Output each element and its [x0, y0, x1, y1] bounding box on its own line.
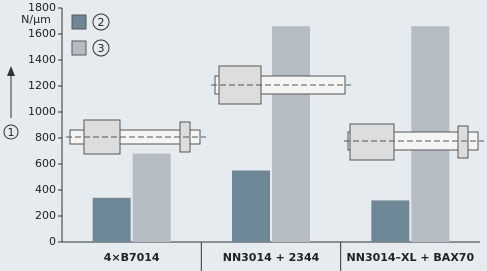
legend-swatch [71, 40, 87, 56]
legend-label: 3 [98, 42, 105, 55]
axis-arrow-head [7, 66, 15, 76]
y-tick-label: 1200 [28, 79, 56, 92]
y-tick-label: 400 [35, 183, 56, 196]
unit-label: N/µm [21, 13, 51, 26]
x-tick-label: 4×B7014 [104, 251, 160, 264]
bearing-illustrations [66, 65, 484, 161]
y-tick-label: 200 [35, 209, 56, 222]
bearing-drawing [344, 123, 484, 161]
bearing-drawing [66, 119, 206, 155]
bar [272, 26, 310, 243]
bar [232, 170, 270, 242]
y-tick-label: 800 [35, 131, 56, 144]
bar [132, 153, 171, 242]
axis-label-circle [3, 124, 19, 140]
legend-swatch [71, 14, 87, 30]
legend-circle [92, 13, 110, 31]
y-tick-label: 0 [49, 235, 56, 248]
y-tick-label: 600 [35, 157, 56, 170]
x-tick-label: NN3014–XL + BAX70 [347, 251, 475, 264]
y-tick-label: 1800 [28, 1, 56, 14]
bar [371, 200, 410, 242]
legend-label: 2 [98, 16, 105, 29]
bar [92, 197, 131, 242]
y-tick-label: 1000 [28, 105, 56, 118]
y-axis-label: 1 [8, 126, 15, 139]
y-tick-label: 1400 [28, 53, 56, 66]
bearing-drawing [211, 65, 351, 105]
y-tick-label: 1600 [28, 27, 56, 40]
x-tick-label: NN3014 + 2344 [223, 251, 320, 264]
legend-circle [92, 39, 110, 57]
